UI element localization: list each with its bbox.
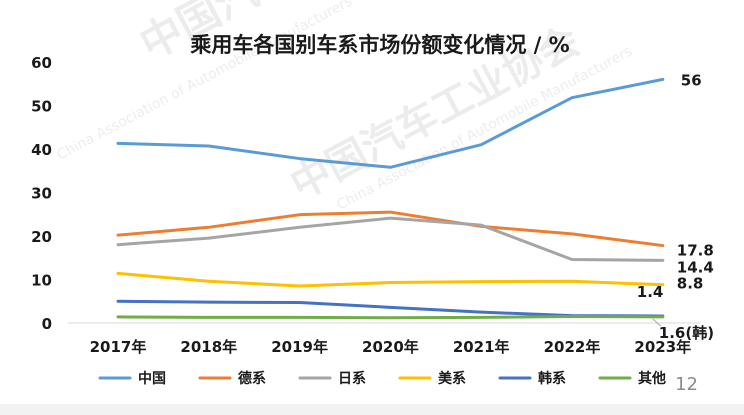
series-line-1	[116, 77, 665, 169]
legend-label: 德系	[238, 370, 266, 387]
x-tick-label: 2020年	[362, 338, 419, 356]
series-line-5	[116, 299, 665, 318]
series-line-6	[116, 314, 665, 320]
x-tick-label: 2018年	[180, 338, 237, 356]
x-tick-label: 2022年	[544, 338, 601, 356]
y-tick-label: 20	[31, 228, 52, 246]
end-label: 1.4	[637, 283, 664, 301]
x-tick-label: 2021年	[453, 338, 510, 356]
end-label: 1.6(韩)	[659, 324, 714, 342]
y-axis: 0 10 20 30 40 50 60	[31, 54, 52, 333]
legend-label: 韩系	[538, 370, 566, 387]
legend: 中国 德系 日系 美系 韩系 其他	[98, 370, 666, 387]
series-line-2	[116, 210, 665, 248]
end-label: 17.8	[677, 242, 714, 260]
chart-title: 乘用车各国别车系市场份额变化情况 / %	[189, 33, 569, 57]
legend-label: 中国	[138, 370, 166, 387]
legend-label: 日系	[338, 370, 366, 387]
end-label: 14.4	[677, 258, 714, 276]
series-lines	[116, 77, 665, 320]
y-tick-label: 10	[31, 272, 52, 290]
legend-label: 美系	[438, 370, 466, 387]
market-share-line-chart: 中国汽车工业协会 中国汽车工业协会 China Association of A…	[31, 0, 714, 387]
x-axis: 2017年 2018年 2019年 2020年 2021年 2022年 2023年	[68, 322, 700, 356]
footer-bar	[0, 404, 744, 415]
end-label: 56	[681, 71, 702, 89]
y-tick-label: 30	[31, 185, 52, 203]
y-tick-label: 0	[42, 315, 52, 333]
korea-label-leader	[652, 318, 662, 327]
series-line-4	[116, 271, 665, 288]
y-tick-label: 40	[31, 141, 52, 159]
y-tick-label: 50	[31, 98, 52, 116]
x-tick-label: 2017年	[90, 338, 147, 356]
end-label: 8.8	[677, 275, 704, 293]
y-tick-label: 60	[31, 54, 52, 72]
legend-label: 其他	[638, 370, 666, 387]
x-tick-label: 2023年	[634, 338, 691, 356]
end-labels: 56 17.814.48.8 1.4 1.6(韩)	[637, 71, 714, 342]
page-number: 12	[675, 374, 698, 395]
x-tick-label: 2019年	[271, 338, 328, 356]
series-line-3	[116, 216, 665, 262]
